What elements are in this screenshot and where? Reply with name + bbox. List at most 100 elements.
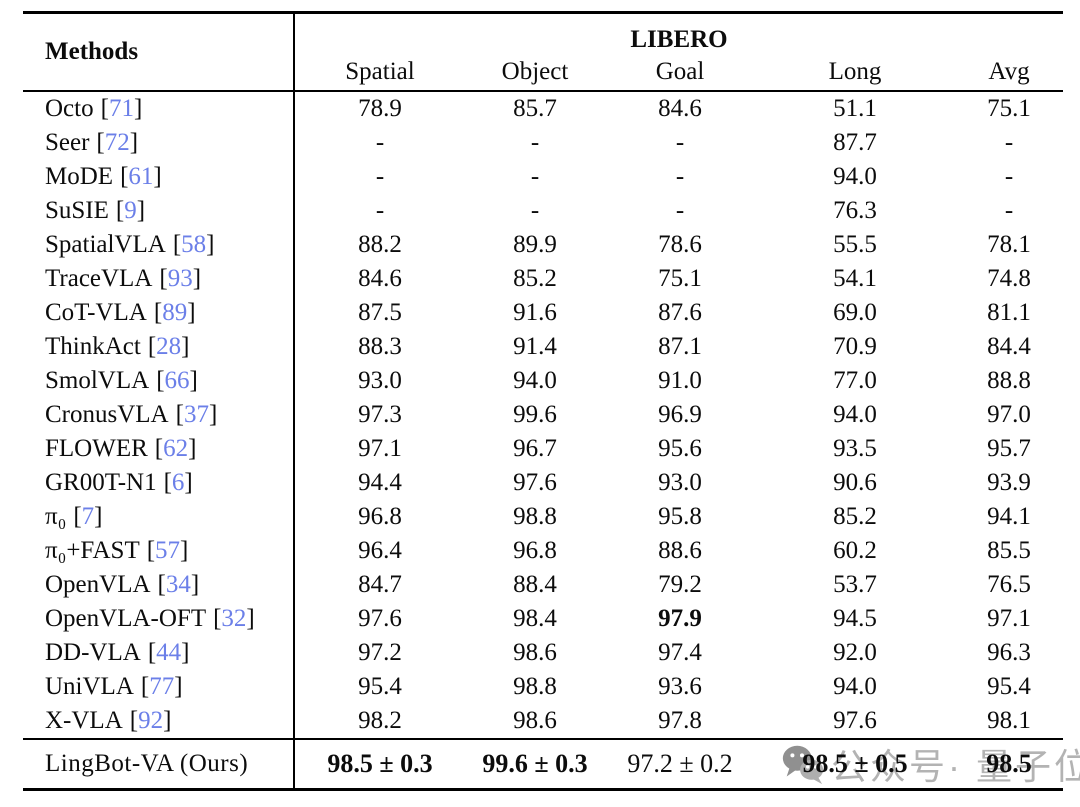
citation-link[interactable]: 61 xyxy=(128,163,154,190)
value-cell: 89.9 xyxy=(513,231,557,258)
citation-wrap: [44] xyxy=(141,639,190,666)
method-cell: FLOWER [62] xyxy=(23,432,293,466)
value-cell: 97.1 xyxy=(293,432,465,466)
value-cell: 88.4 xyxy=(513,571,557,598)
citation-link[interactable]: 32 xyxy=(221,605,247,632)
value-cell: 94.0 xyxy=(833,673,877,700)
top-rule xyxy=(23,11,1063,14)
citation-link[interactable]: 6 xyxy=(171,469,185,496)
citation-link[interactable]: 9 xyxy=(124,197,137,224)
value-cell: 78.1 xyxy=(987,231,1031,258)
citation-close-bracket: ] xyxy=(136,197,146,224)
citation-link[interactable]: 58 xyxy=(181,231,207,258)
table-row: OpenVLA-OFT [32] 97.6 98.4 97.9 94.5 97.1 xyxy=(23,602,1063,636)
value-cell: 91.4 xyxy=(513,333,557,360)
citation-close-bracket: ] xyxy=(133,95,143,122)
table-row: CronusVLA [37] 97.3 99.6 96.9 94.0 97.0 xyxy=(23,398,1063,432)
final-row: LingBot-VA (Ours) 98.5 ± 0.3 99.6 ± 0.3 … xyxy=(23,740,1063,788)
value-cell: 91.0 xyxy=(658,367,702,394)
method-cell: SuSIE [9] xyxy=(23,194,293,228)
value-cell: 98.1 xyxy=(987,707,1031,734)
citation-link[interactable]: 89 xyxy=(162,299,188,326)
table-row: DD-VLA [44] 97.2 98.6 97.4 92.0 96.3 xyxy=(23,636,1063,670)
citation-link[interactable]: 92 xyxy=(138,707,164,734)
citation-link[interactable]: 28 xyxy=(156,333,182,360)
table-row: SmolVLA [66] 93.0 94.0 91.0 77.0 88.8 xyxy=(23,364,1063,398)
method-name: SmolVLA xyxy=(45,367,150,394)
value-cell: 97.6 xyxy=(293,602,465,636)
value-cell: 95.7 xyxy=(987,435,1031,462)
citation-open-bracket: [ xyxy=(100,95,109,122)
watermark: 公众号· 量子位 xyxy=(779,741,1080,792)
value-cell: 84.4 xyxy=(987,333,1031,360)
method-name: TraceVLA xyxy=(45,265,153,292)
method-cell: OpenVLA-OFT [32] xyxy=(23,602,293,636)
table-row: SpatialVLA [58] 88.2 89.9 78.6 55.5 78.1 xyxy=(23,228,1063,262)
citation-link[interactable]: 37 xyxy=(183,401,209,428)
citation-link[interactable]: 44 xyxy=(156,639,182,666)
value-cell: 97.6 xyxy=(833,707,877,734)
column-headers: Spatial Object Goal Long Avg xyxy=(295,56,1063,88)
value-cell: 75.1 xyxy=(987,95,1031,122)
citation-close-bracket: ] xyxy=(129,129,139,156)
value-cell: 97.1 xyxy=(987,605,1031,632)
citation-close-bracket: ] xyxy=(174,673,183,700)
value-cell: 99.6 xyxy=(513,401,557,428)
final-row-rule xyxy=(23,738,1063,740)
value-cell: 76.3 xyxy=(833,197,877,224)
citation-link[interactable]: 7 xyxy=(81,503,95,530)
value-cell: 84.7 xyxy=(293,568,465,602)
method-cell: OpenVLA [34] xyxy=(23,568,293,602)
value-cell: - xyxy=(293,194,465,228)
citation-link[interactable]: 77 xyxy=(149,673,175,700)
results-table: Methods LIBERO Spatial Object Goal Long … xyxy=(23,11,1063,791)
citation-link[interactable]: 71 xyxy=(108,95,134,122)
value-cell: 85.2 xyxy=(833,503,877,530)
method-name: π₀ xyxy=(45,503,67,530)
citation-link[interactable]: 57 xyxy=(155,537,181,564)
value-cell: 97.6 xyxy=(513,469,557,496)
method-cell: ThinkAct [28] xyxy=(23,330,293,364)
value-cell: 98.4 xyxy=(513,605,557,632)
value-cell: 94.5 xyxy=(833,605,877,632)
value-cell: - xyxy=(293,160,465,194)
citation-link[interactable]: 72 xyxy=(104,129,130,156)
citation-link[interactable]: 93 xyxy=(167,265,193,292)
value-cell: 54.1 xyxy=(833,265,877,292)
value-cell: 98.5 xyxy=(986,749,1032,778)
col-header-spatial: Spatial xyxy=(345,58,415,85)
value-cell: 98.6 xyxy=(513,639,557,666)
value-cell: 78.9 xyxy=(293,92,465,126)
col-header-long: Long xyxy=(828,58,882,85)
value-cell: 98.8 xyxy=(513,673,557,700)
method-name: OpenVLA xyxy=(45,571,151,598)
value-cell: 97.4 xyxy=(658,639,702,666)
table-body: Octo [71] 78.9 85.7 84.6 51.1 75.1 Seer [7… xyxy=(23,92,1063,738)
value-cell: 76.5 xyxy=(987,571,1031,598)
value-cell: 93.0 xyxy=(293,364,465,398)
citation-open-bracket: [ xyxy=(172,231,182,258)
citation-link[interactable]: 34 xyxy=(165,571,191,598)
citation-close-bracket: ] xyxy=(94,503,103,530)
value-cell: 97.0 xyxy=(987,401,1031,428)
citation-wrap: [61] xyxy=(113,163,162,190)
value-cell: 85.5 xyxy=(987,537,1031,564)
bottom-rule xyxy=(23,788,1063,791)
value-cell: 97.2 ± 0.2 xyxy=(627,749,733,778)
citation-wrap: [34] xyxy=(151,571,200,598)
table-row: ThinkAct [28] 88.3 91.4 87.1 70.9 84.4 xyxy=(23,330,1063,364)
value-cell: 85.7 xyxy=(513,95,557,122)
citation-link[interactable]: 62 xyxy=(163,435,189,462)
value-cell: 96.8 xyxy=(513,537,557,564)
citation-wrap: [92] xyxy=(123,707,172,734)
table-row: CoT-VLA [89] 87.5 91.6 87.6 69.0 81.1 xyxy=(23,296,1063,330)
col-header-avg: Avg xyxy=(988,58,1030,85)
value-cell: - xyxy=(530,163,540,190)
table-header: Methods LIBERO Spatial Object Goal Long … xyxy=(23,14,1063,90)
method-name: Seer xyxy=(45,129,90,156)
citation-open-bracket: [ xyxy=(153,299,163,326)
value-cell: 88.3 xyxy=(293,330,465,364)
table-row: Seer [72] - - - 87.7 - xyxy=(23,126,1063,160)
citation-link[interactable]: 66 xyxy=(164,367,190,394)
method-name: π₀+FAST xyxy=(45,537,140,564)
